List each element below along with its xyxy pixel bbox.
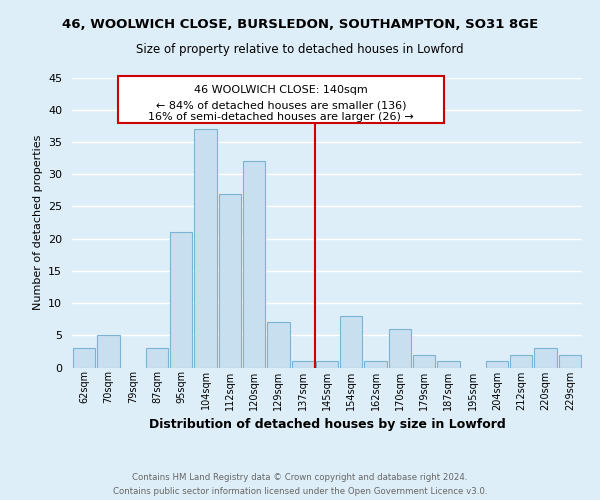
Bar (118, 76, 443, 122)
Bar (340, 316, 362, 368)
Bar (73, 348, 95, 368)
Bar (316, 361, 338, 368)
X-axis label: Distribution of detached houses by size in Lowford: Distribution of detached houses by size … (149, 418, 505, 431)
Bar (559, 354, 581, 368)
Bar (413, 354, 436, 368)
Text: Contains HM Land Registry data © Crown copyright and database right 2024.: Contains HM Land Registry data © Crown c… (132, 472, 468, 482)
Bar (292, 361, 314, 368)
Bar (267, 322, 290, 368)
Bar (194, 129, 217, 368)
Text: Contains public sector information licensed under the Open Government Licence v3: Contains public sector information licen… (113, 488, 487, 496)
Bar (218, 194, 241, 368)
Bar (97, 336, 119, 368)
Text: ← 84% of detached houses are smaller (136): ← 84% of detached houses are smaller (13… (155, 100, 406, 110)
Bar (146, 348, 168, 368)
Bar (389, 329, 411, 368)
Y-axis label: Number of detached properties: Number of detached properties (32, 135, 43, 310)
Bar (437, 361, 460, 368)
Bar (170, 232, 193, 368)
Text: 16% of semi-detached houses are larger (26) →: 16% of semi-detached houses are larger (… (148, 112, 414, 122)
Bar (486, 361, 508, 368)
Bar (243, 162, 265, 368)
Text: Size of property relative to detached houses in Lowford: Size of property relative to detached ho… (136, 42, 464, 56)
Bar (535, 348, 557, 368)
Text: 46 WOOLWICH CLOSE: 140sqm: 46 WOOLWICH CLOSE: 140sqm (194, 84, 368, 94)
Bar (510, 354, 532, 368)
Bar (364, 361, 387, 368)
Text: 46, WOOLWICH CLOSE, BURSLEDON, SOUTHAMPTON, SO31 8GE: 46, WOOLWICH CLOSE, BURSLEDON, SOUTHAMPT… (62, 18, 538, 30)
